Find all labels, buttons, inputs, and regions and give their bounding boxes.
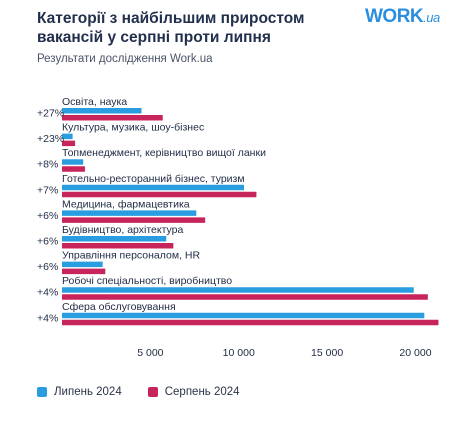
- bar-july: [62, 108, 142, 114]
- work-ua-logo: WORK.ua: [365, 6, 440, 28]
- category-label: Готельно-ресторанний бізнес, туризм: [62, 173, 245, 185]
- legend-swatch-august: [147, 387, 158, 397]
- legend-swatch-july: [37, 387, 47, 397]
- bar-july: [62, 236, 167, 242]
- legend-label-august: Серпень 2024: [164, 386, 240, 398]
- bar-july: [62, 159, 84, 165]
- bar-july: [62, 133, 73, 140]
- bar-august: [62, 243, 174, 249]
- chart-title: Категорії з найбільшим приростом вакансі…: [37, 10, 305, 46]
- bar-july: [62, 287, 414, 293]
- category-label: Освіта, наука: [62, 96, 127, 108]
- growth-label: +7%: [37, 184, 58, 196]
- x-tick-label: 10 000: [223, 347, 255, 359]
- growth-label: +6%: [37, 210, 58, 222]
- category-label: Управління персоналом, HR: [62, 250, 200, 262]
- bar-august: [62, 140, 76, 147]
- x-tick-label: 15 000: [311, 347, 343, 359]
- x-tick-label: 20 000: [399, 347, 431, 359]
- legend-item-july: Липень 2024: [37, 386, 122, 398]
- bar-july: [62, 261, 103, 268]
- bar-august: [62, 294, 428, 300]
- category-label: Сфера обслуговування: [62, 301, 176, 313]
- legend-item-august: Серпень 2024: [147, 386, 240, 398]
- growth-label: +6%: [37, 261, 58, 273]
- bar-july: [62, 210, 197, 216]
- bar-august: [62, 166, 85, 172]
- logo-suffix-text: .ua: [423, 10, 440, 25]
- category-label: Медицина, фармацевтика: [62, 198, 190, 210]
- x-tick-label: 5 000: [137, 347, 163, 359]
- bar-august: [62, 319, 439, 326]
- logo-main-text: WORK: [365, 6, 424, 27]
- growth-label: +27%: [37, 108, 64, 120]
- growth-label: +4%: [37, 312, 58, 324]
- category-label: Робочі спеціальності, виробництво: [62, 275, 232, 287]
- category-label: Культура, музика, шоу-бізнес: [62, 122, 204, 134]
- bar-chart: Освіта, наука+27% Культура, музика, шоу-б…: [37, 96, 439, 359]
- bar-august: [62, 191, 257, 198]
- growth-label: +6%: [37, 236, 58, 248]
- bar-august: [62, 217, 206, 223]
- growth-label: +8%: [37, 159, 58, 171]
- legend-label-july: Липень 2024: [54, 386, 122, 398]
- chart-legend: Липень 2024 Серпень 2024: [37, 386, 266, 398]
- bar-august: [62, 115, 163, 121]
- bar-july: [62, 312, 425, 319]
- category-label: Топменеджмент, керівництво вищої ланки: [62, 147, 266, 159]
- bar-august: [62, 268, 106, 275]
- bar-july: [62, 184, 245, 191]
- growth-label: +23%: [37, 133, 64, 145]
- category-label: Будівництво, архітектура: [62, 224, 184, 236]
- growth-label: +4%: [37, 287, 58, 299]
- chart-subtitle: Результати дослідження Work.ua: [37, 53, 213, 65]
